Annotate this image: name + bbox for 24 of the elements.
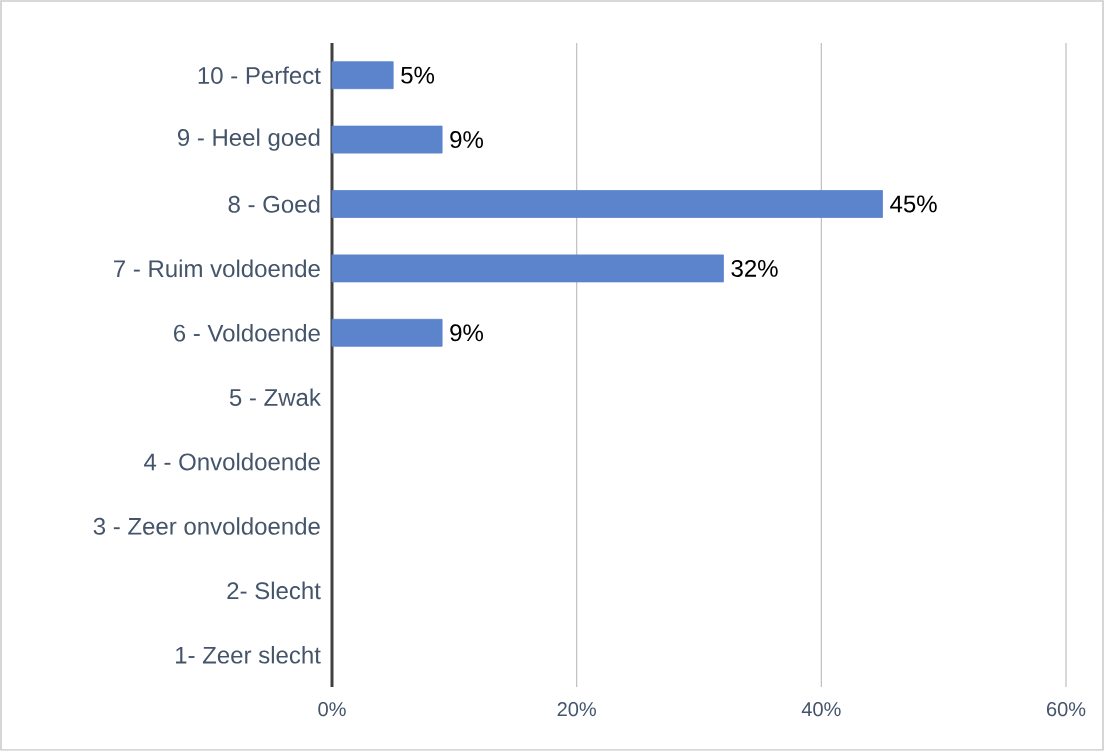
data-label: 45% [890,195,937,213]
x-tick-label: 0% [318,702,346,717]
y-tick-label: 7 - Ruim voldoende [114,259,320,278]
y-tick-label: 4 - Onvoldoende [144,452,320,471]
bar [331,318,443,347]
y-tick-label: 8 - Goed [228,195,320,213]
y-tick-label: 9 - Heel goed [177,128,320,151]
y-tick-label: 10 - Perfect [198,66,321,84]
bar [331,190,883,218]
x-tick-label: 60% [1046,702,1086,717]
data-label: 5% [401,66,435,84]
y-tick-label: 2- Slecht [227,581,321,600]
y-tick-label: 5 - Zwak [229,388,321,406]
bar [331,61,394,90]
y-tick-label: 6 - Voldoende [174,324,320,342]
data-label: 9% [450,131,483,149]
y-tick-label: 1- Zeer slecht [176,646,321,664]
bar [331,254,724,283]
x-tick-label: 20% [557,702,596,717]
bar [331,125,443,154]
y-tick-label: 3 - Zeer onvoldoende [93,517,320,535]
x-tick-label: 40% [801,702,841,717]
data-label: 9% [450,324,483,342]
data-label: 32% [731,259,778,277]
